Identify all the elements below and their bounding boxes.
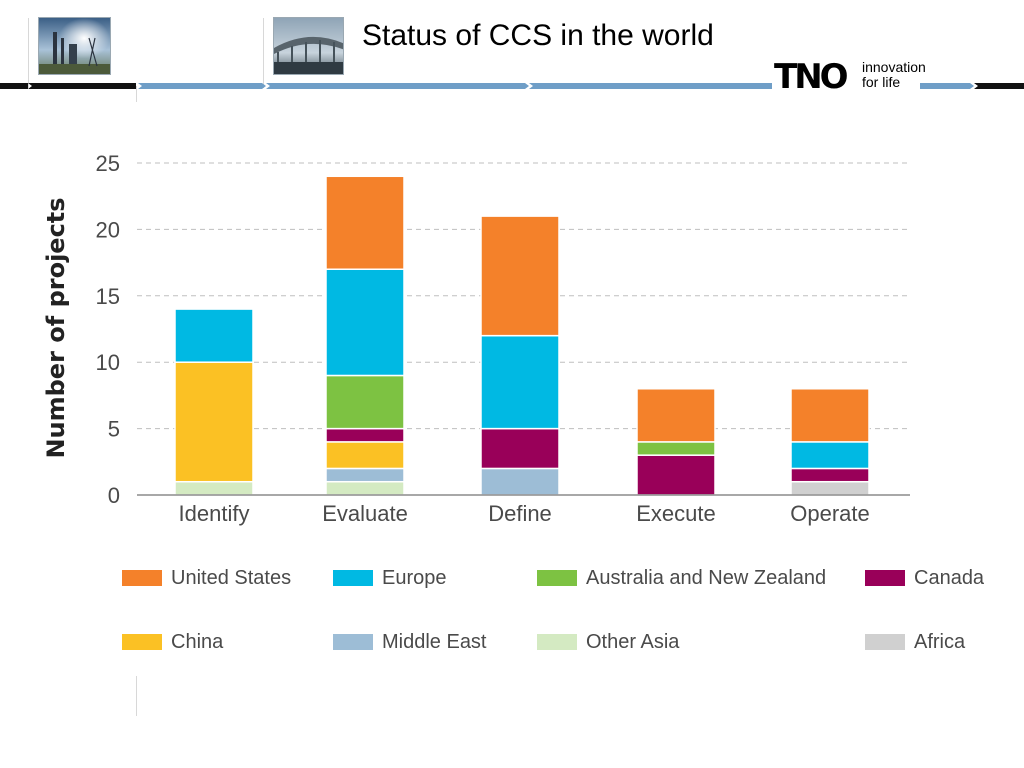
- guide-line-bottom: [136, 676, 137, 716]
- bar-define-europe: [480, 334, 560, 430]
- logo-tagline: innovation for life: [862, 60, 926, 90]
- bar-define-canada: [480, 427, 560, 470]
- legend-swatch: [122, 570, 162, 586]
- logo-tagline-line2: for life: [862, 74, 901, 90]
- band-blue-segment-4: [920, 83, 974, 89]
- bar-evaluate-china: [325, 441, 405, 470]
- guide-line-middle: [263, 18, 264, 88]
- stacked-bar-chart: 0 5 10 15 20 25 Identify Evaluate Define Execute O…: [42, 151, 910, 526]
- guide-line-left: [28, 18, 29, 88]
- bar-operate-canada: [790, 467, 870, 483]
- legend-swatch: [865, 634, 905, 650]
- band-blue-segment-1: [138, 83, 266, 89]
- bar-identify-europe: [174, 308, 254, 363]
- bridge-photo: [273, 17, 344, 75]
- bar-execute-australia-and-new-zealand: [636, 441, 716, 456]
- legend-swatch: [537, 570, 577, 586]
- industrial-chimneys-photo: [38, 17, 111, 75]
- legend-swatch: [333, 634, 373, 650]
- bar-define-united-states: [480, 215, 560, 337]
- bar-identify-china: [174, 361, 254, 483]
- band-blue-segment-2: [266, 83, 529, 89]
- x-tick-label-execute: Execute: [636, 501, 716, 526]
- bar-operate-africa: [790, 480, 870, 496]
- bar-operate-europe: [790, 441, 870, 470]
- legend-swatch: [537, 634, 577, 650]
- logo-tagline-line1: innovation: [862, 59, 926, 75]
- x-tick-label-evaluate: Evaluate: [322, 501, 408, 526]
- y-axis-title: Number of projects: [42, 197, 70, 458]
- legend-label: Europe: [382, 567, 447, 589]
- y-tick-label-5: 5: [108, 417, 120, 442]
- x-tick-label-operate: Operate: [790, 501, 870, 526]
- legend-label: China: [171, 631, 224, 653]
- legend-label: Canada: [914, 567, 985, 589]
- x-tick-label-define: Define: [488, 501, 552, 526]
- y-tick-label-20: 20: [96, 217, 120, 242]
- bar-evaluate-united-states: [325, 175, 405, 270]
- band-black-right: [974, 83, 1024, 89]
- bar-identify-other-asia: [174, 480, 254, 496]
- bar-evaluate-middle-east: [325, 467, 405, 483]
- bar-operate-united-states: [790, 388, 870, 443]
- bar-evaluate-europe: [325, 268, 405, 377]
- bar-define-middle-east: [480, 467, 560, 496]
- y-tick-label-0: 0: [108, 483, 120, 508]
- band-blue-segment-3: [529, 83, 772, 89]
- guide-line-top-left-content: [136, 86, 137, 102]
- y-tick-label-25: 25: [96, 151, 120, 176]
- band-black-left: [0, 83, 28, 89]
- y-tick-label-15: 15: [96, 284, 120, 309]
- logo-mark: TNO: [774, 57, 849, 97]
- bar-execute-united-states: [636, 388, 716, 443]
- bar-evaluate-australia-and-new-zealand: [325, 374, 405, 430]
- bar-execute-canada: [636, 454, 716, 496]
- legend-label: Other Asia: [586, 631, 680, 653]
- legend-swatch: [333, 570, 373, 586]
- header-band: [0, 83, 1024, 89]
- y-tick-label-10: 10: [96, 350, 120, 375]
- legend-swatch: [865, 570, 905, 586]
- legend-swatch: [122, 634, 162, 650]
- bar-evaluate-other-asia: [325, 480, 405, 496]
- legend-label: Middle East: [382, 631, 487, 653]
- band-black-arrow: [28, 83, 136, 89]
- bar-evaluate-canada: [325, 427, 405, 443]
- legend-label: United States: [171, 567, 292, 589]
- slide-title: Status of CCS in the world: [362, 19, 714, 52]
- x-tick-label-identify: Identify: [179, 501, 250, 526]
- legend-label: Africa: [914, 631, 966, 653]
- legend-label: Australia and New Zealand: [586, 567, 827, 589]
